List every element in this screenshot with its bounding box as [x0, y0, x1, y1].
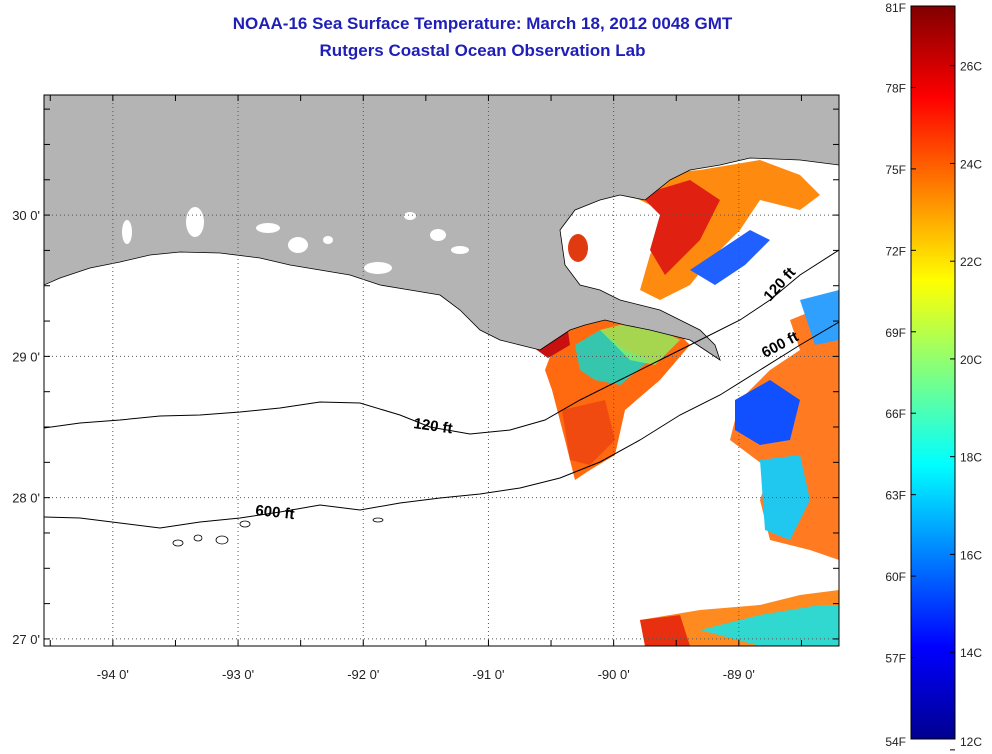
lat-label: 28 0' — [12, 491, 40, 506]
colorbar-f-label: 78F — [885, 81, 906, 95]
sst-swath-south-red — [640, 615, 690, 646]
colorbar-f-label: 57F — [885, 652, 906, 666]
contour-islands — [172, 517, 384, 547]
sst-swath-central-cool — [575, 330, 650, 385]
colorbar-f-label: 60F — [885, 570, 906, 584]
lat-label: 30 0' — [12, 208, 40, 223]
colorbar-fahrenheit-labels: 81F 78F 75F 72F 69F 66F 63F 60F 57F 54F — [885, 1, 916, 749]
land-area — [44, 95, 839, 361]
lon-label: -93 0' — [222, 667, 254, 682]
sst-swath-south-cool — [700, 605, 839, 646]
colorbar-f-label: 54F — [885, 735, 906, 749]
colorbar-f-label: 66F — [885, 407, 906, 421]
colorbar-c-label: 14C — [960, 646, 982, 660]
colorbar-celsius-labels: 26C 24C 22C 20C 18C 16C 14C 12C — [950, 60, 982, 751]
colorbar-f-label: 63F — [885, 489, 906, 503]
map-minor-ticks — [44, 95, 839, 646]
colorbar-c-label: 16C — [960, 548, 982, 562]
colorbar-c-label: 24C — [960, 157, 982, 171]
colorbar-c-label: 18C — [960, 451, 982, 465]
colorbar-c-label: 26C — [960, 60, 982, 74]
lat-label: 29 0' — [12, 349, 40, 364]
contour-label-600ft-west: 600 ft — [255, 502, 296, 523]
contour-600ft — [44, 321, 839, 529]
lon-label: -90 0' — [598, 667, 630, 682]
lon-label: -91 0' — [472, 667, 504, 682]
colorbar-f-label: 81F — [885, 1, 906, 15]
sst-sound-blue — [690, 230, 770, 285]
lat-tick-labels: 30 0' 29 0' 28 0' 27 0' — [12, 208, 40, 647]
colorbar-f-label: 72F — [885, 244, 906, 258]
colorbar-c-label: 20C — [960, 353, 982, 367]
contour-label-120ft-west: 120 ft — [412, 415, 453, 437]
map-subtitle: Rutgers Coastal Ocean Observation Lab — [319, 41, 646, 60]
contour-120ft — [44, 249, 839, 435]
lon-label: -89 0' — [723, 667, 755, 682]
map-frame — [43, 94, 840, 647]
sst-swath-central-warm — [562, 400, 615, 465]
lon-tick-labels: -94 0' -93 0' -92 0' -91 0' -90 0' -89 0' — [97, 667, 755, 682]
inland-water — [122, 207, 469, 274]
colorbar-c-label: 12C — [960, 735, 982, 749]
map-title: NOAA-16 Sea Surface Temperature: March 1… — [232, 14, 733, 33]
colorbar-c-label: 22C — [960, 255, 982, 269]
sst-lake-patch — [568, 234, 588, 262]
sst-sound-red — [640, 180, 720, 275]
lat-label: 27 0' — [12, 632, 40, 647]
lon-label: -92 0' — [347, 667, 379, 682]
colorbar-f-label: 75F — [885, 163, 906, 177]
sst-swath-east-cool — [735, 380, 800, 445]
colorbar-f-label: 69F — [885, 326, 906, 340]
map-gridlines — [44, 95, 839, 646]
lon-label: -94 0' — [97, 667, 129, 682]
sst-swath-east-blue — [800, 290, 839, 345]
colorbar — [910, 5, 956, 740]
